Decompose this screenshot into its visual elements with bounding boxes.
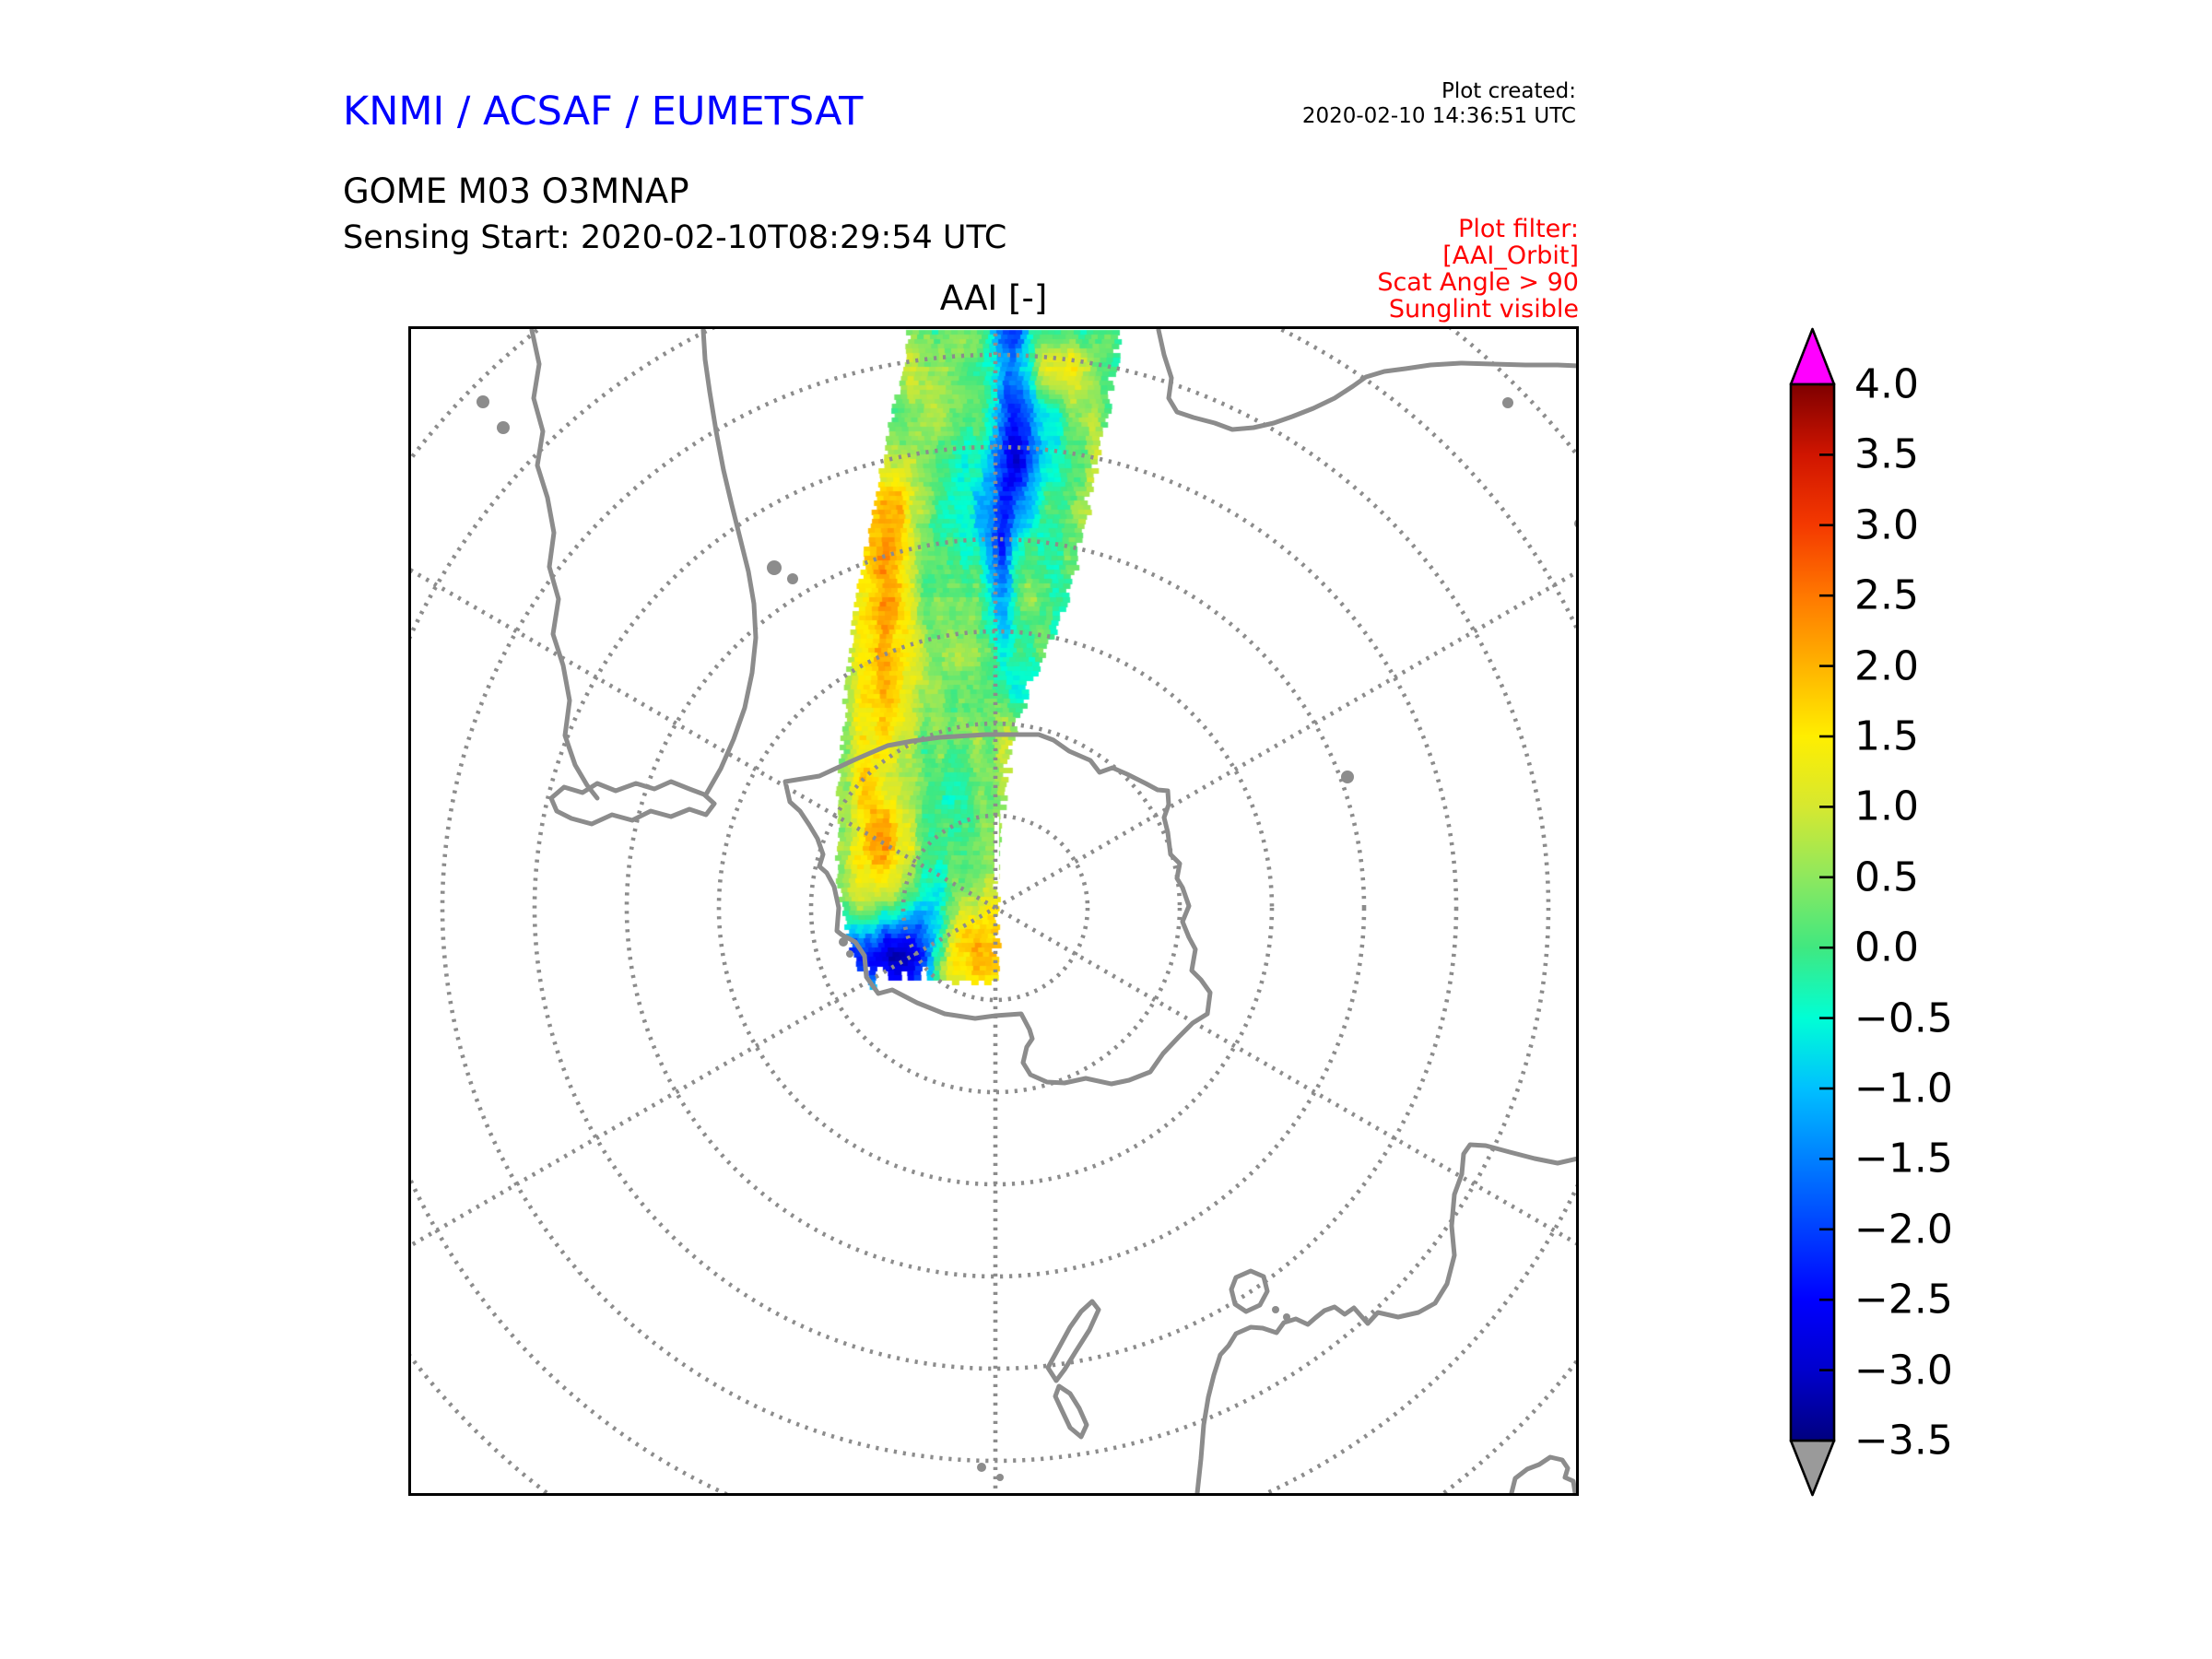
- colorbar-tick-label: −2.0: [1854, 1206, 1953, 1253]
- map-overlay-svg: [411, 329, 1576, 1493]
- coastline-new-zealand-north-island: [1053, 1383, 1089, 1440]
- islet: [1502, 397, 1513, 408]
- colorbar-tick-label: 1.0: [1854, 782, 1919, 830]
- coastline-new-zealand-south-island: [1045, 1299, 1101, 1383]
- map-panel: [408, 326, 1579, 1496]
- map-frame: [408, 326, 1579, 1496]
- islet: [1574, 520, 1576, 527]
- plot-filter-lines: [AAI_Orbit] Scat Angle > 90 Sunglint visib…: [1377, 242, 1579, 323]
- colorbar-tick-label: −2.5: [1854, 1276, 1953, 1324]
- islet: [1341, 771, 1354, 783]
- colorbar-gradient-bar: [1789, 382, 1836, 1442]
- plot-filter-line: Scat Angle > 90: [1377, 268, 1579, 297]
- organization-title: KNMI / ACSAF / EUMETSAT: [343, 88, 864, 135]
- coastline-south-america-west-coast: [529, 329, 600, 801]
- coastline-tierra-del-fuego: [548, 779, 717, 827]
- graticule-parallel: [532, 444, 1459, 1371]
- plot-filter-line: [AAI_Orbit]: [1442, 241, 1579, 270]
- coastline-tasmania: [1229, 1268, 1270, 1314]
- colorbar-tick-label: 0.0: [1854, 924, 1919, 971]
- colorbar: 4.0 3.5 3.0 2.5 2.0 1.5 1.0 0.5 0.0 −0.5 −1.0 −1.5 −…: [1779, 313, 2212, 1539]
- colorbar-tick-label: −3.0: [1854, 1347, 1953, 1394]
- plot-filter-line: Sunglint visible: [1388, 295, 1579, 324]
- coastline-south-america-east-coast: [700, 329, 759, 797]
- colorbar-tick-label: 2.0: [1854, 642, 1919, 690]
- sensing-start-line: Sensing Start: 2020-02-10T08:29:54 UTC: [343, 219, 1007, 256]
- colorbar-tick-label: −1.5: [1854, 1135, 1953, 1182]
- plot-created-timestamp: 2020-02-10 14:36:51 UTC: [1301, 104, 1576, 128]
- colorbar-tick-label: 3.0: [1854, 501, 1919, 549]
- colorbar-tick-label: 2.5: [1854, 571, 1919, 619]
- colorbar-over-arrow: [1789, 327, 1836, 386]
- coastline-antarctica: [782, 732, 1213, 1087]
- colorbar-tick-label: 0.5: [1854, 853, 1919, 901]
- islet: [977, 1463, 986, 1472]
- islet: [787, 573, 798, 584]
- islet: [497, 421, 510, 434]
- product-title: GOME M03 O3MNAP: [343, 171, 689, 211]
- islet: [996, 1474, 1004, 1481]
- islet: [1272, 1306, 1279, 1313]
- colorbar-svg: [1789, 327, 1836, 1497]
- map-title: AAI [-]: [939, 278, 1048, 318]
- colorbar-tick-label: 4.0: [1854, 360, 1919, 408]
- coastline-southern-africa: [1156, 329, 1576, 432]
- colorbar-under-arrow: [1789, 1439, 1836, 1497]
- islet: [477, 395, 489, 408]
- plot-filter-label: Plot filter:: [1458, 215, 1579, 243]
- graticule-parallel: [624, 536, 1367, 1279]
- colorbar-tick-label: −0.5: [1854, 994, 1953, 1042]
- coastline-australia-south-coast: [1194, 1142, 1576, 1493]
- colorbar-tick-label: 3.5: [1854, 430, 1919, 478]
- plot-filter-block: Plot filter: [AAI_Orbit] Scat Angle > 90 S…: [1377, 216, 1579, 323]
- plot-created-label: Plot created:: [1441, 79, 1576, 103]
- colorbar-tick-label: −1.0: [1854, 1065, 1953, 1112]
- coastline-coast-near-bottom-right-corner: [1509, 1454, 1576, 1493]
- plot-created-block: Plot created: 2020-02-10 14:36:51 UTC: [1302, 79, 1576, 129]
- islet: [767, 560, 782, 575]
- islet: [1283, 1313, 1290, 1321]
- colorbar-tick-label: −3.5: [1854, 1417, 1953, 1465]
- islet: [846, 950, 853, 958]
- islet: [839, 937, 848, 947]
- colorbar-tick-label: 1.5: [1854, 712, 1919, 760]
